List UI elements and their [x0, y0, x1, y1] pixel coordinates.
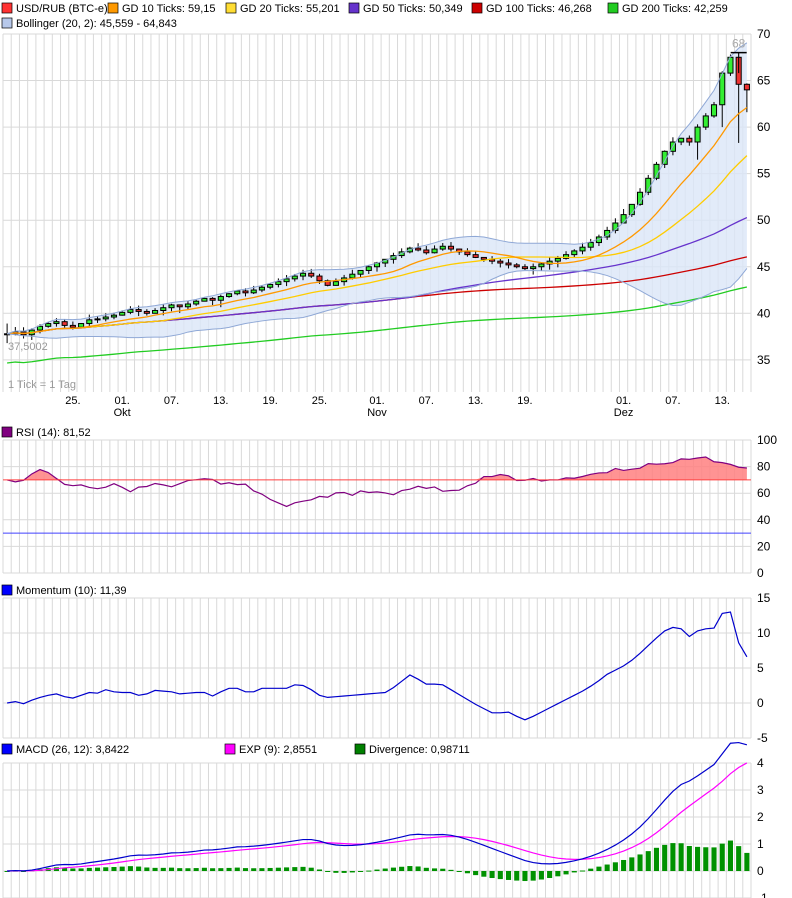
svg-text:GD 10 Ticks: 59,15: GD 10 Ticks: 59,15 [122, 3, 216, 15]
svg-text:65: 65 [757, 74, 771, 88]
svg-text:0: 0 [757, 566, 764, 580]
svg-text:Okt: Okt [114, 407, 131, 419]
svg-text:0: 0 [757, 696, 764, 710]
svg-text:40: 40 [757, 513, 771, 527]
svg-text:5: 5 [757, 661, 764, 675]
svg-text:19.: 19. [262, 395, 277, 407]
svg-text:USD/RUB (BTC-e): USD/RUB (BTC-e) [16, 3, 108, 15]
svg-text:13.: 13. [213, 395, 228, 407]
svg-text:68: 68 [732, 37, 746, 51]
svg-text:100: 100 [757, 433, 777, 447]
svg-text:60: 60 [757, 120, 771, 134]
svg-text:Nov: Nov [367, 407, 387, 419]
svg-text:40: 40 [757, 306, 771, 320]
svg-text:MACD (26, 12): 3,8422: MACD (26, 12): 3,8422 [16, 744, 129, 756]
svg-text:Dez: Dez [614, 407, 634, 419]
svg-text:15: 15 [757, 591, 771, 605]
svg-text:EXP (9): 2,8551: EXP (9): 2,8551 [239, 744, 317, 756]
svg-text:25.: 25. [65, 395, 80, 407]
svg-text:60: 60 [757, 486, 771, 500]
svg-text:Bollinger (20, 2): 45,559 - 64: Bollinger (20, 2): 45,559 - 64,843 [16, 18, 177, 30]
svg-text:70: 70 [757, 27, 771, 41]
svg-text:0: 0 [757, 864, 764, 878]
svg-text:35: 35 [757, 353, 771, 367]
svg-text:50: 50 [757, 213, 771, 227]
svg-text:-1: -1 [757, 891, 768, 898]
svg-text:55: 55 [757, 167, 771, 181]
svg-text:Momentum (10): 11,39: Momentum (10): 11,39 [16, 585, 126, 597]
svg-text:07.: 07. [419, 395, 434, 407]
svg-text:GD 100 Ticks: 46,268: GD 100 Ticks: 46,268 [486, 3, 592, 15]
svg-text:01.: 01. [616, 395, 631, 407]
svg-text:-5: -5 [757, 731, 768, 745]
svg-text:4: 4 [757, 756, 764, 770]
svg-text:01.: 01. [115, 395, 130, 407]
svg-text:20: 20 [757, 539, 771, 553]
svg-text:10: 10 [757, 626, 771, 640]
svg-text:RSI (14): 81,52: RSI (14): 81,52 [16, 427, 91, 439]
svg-text:GD 20 Ticks: 55,201: GD 20 Ticks: 55,201 [240, 3, 340, 15]
svg-text:3: 3 [757, 783, 764, 797]
svg-text:13.: 13. [715, 395, 730, 407]
svg-text:07.: 07. [665, 395, 680, 407]
svg-text:45: 45 [757, 260, 771, 274]
svg-text:25.: 25. [312, 395, 327, 407]
svg-text:1 Tick = 1 Tag: 1 Tick = 1 Tag [8, 379, 76, 391]
svg-text:GD 200 Ticks: 42,259: GD 200 Ticks: 42,259 [622, 3, 728, 15]
svg-text:GD 50 Ticks: 50,349: GD 50 Ticks: 50,349 [363, 3, 463, 15]
svg-text:07.: 07. [164, 395, 179, 407]
svg-text:19.: 19. [517, 395, 532, 407]
svg-text:80: 80 [757, 460, 771, 474]
svg-text:Divergence: 0,98711: Divergence: 0,98711 [369, 744, 470, 756]
svg-text:37,5002: 37,5002 [8, 341, 48, 353]
svg-text:01.: 01. [369, 395, 384, 407]
svg-text:1: 1 [757, 837, 764, 851]
svg-text:2: 2 [757, 810, 764, 824]
svg-text:13.: 13. [468, 395, 483, 407]
